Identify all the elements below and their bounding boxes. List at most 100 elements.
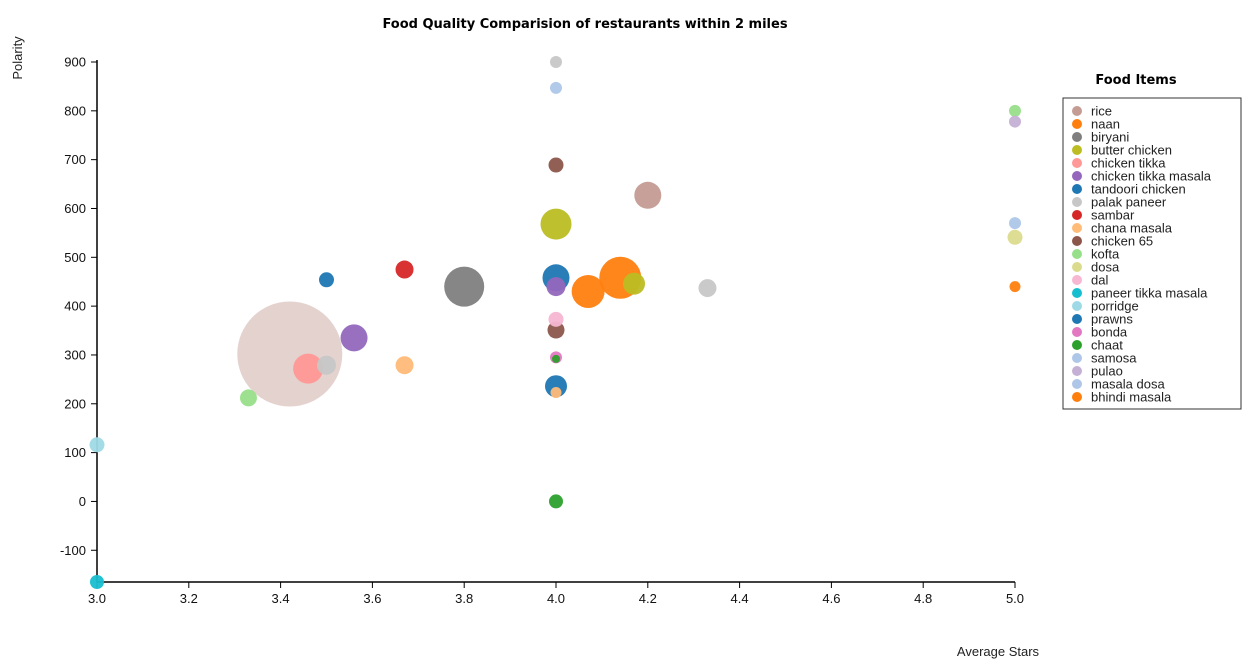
x-tick-label: 3.0 (88, 591, 106, 606)
data-point-palak-paneer[interactable] (550, 56, 562, 68)
legend-swatch (1072, 106, 1082, 116)
legend-swatch (1072, 262, 1082, 272)
legend-label: masala dosa (1091, 377, 1165, 392)
legend-box (1062, 97, 1242, 410)
y-tick-label: 300 (64, 347, 86, 362)
legend-swatch (1072, 327, 1082, 337)
data-point-paneer-tikka-masala[interactable] (90, 575, 104, 589)
y-tick-label: 800 (64, 103, 86, 118)
legend-label: bonda (1091, 325, 1128, 340)
legend-swatch (1072, 171, 1082, 181)
data-point-tandoori-chicken[interactable] (545, 375, 567, 398)
chart-title: Food Quality Comparision of restaurants … (382, 17, 787, 32)
data-point-chicken-tikka-masala[interactable] (340, 324, 368, 352)
data-point-chaat[interactable] (552, 354, 560, 363)
legend-label: palak paneer (1091, 195, 1167, 210)
y-tick-label: 900 (64, 55, 86, 70)
data-point-chicken-65[interactable] (548, 157, 564, 173)
data-point-chaat[interactable] (549, 494, 563, 509)
legend-label: chicken tikka (1091, 156, 1166, 171)
data-point-naan[interactable] (1009, 281, 1021, 293)
legend-label: bhindi masala (1091, 390, 1172, 405)
legend-swatch (1072, 340, 1082, 350)
data-point-rice[interactable] (634, 181, 662, 209)
legend-label: kofta (1091, 247, 1120, 262)
legend-label: dal (1091, 273, 1108, 288)
y-axis-label: Polarity (10, 36, 25, 80)
x-tick-label: 4.2 (639, 591, 657, 606)
legend-label: sambar (1091, 208, 1135, 223)
legend-swatch (1072, 210, 1082, 220)
data-point-kofta[interactable] (239, 389, 257, 407)
legend-title: Food Items (1095, 73, 1176, 88)
y-tick-label: 200 (64, 396, 86, 411)
data-point-sambar[interactable] (395, 260, 414, 279)
legend-swatch (1072, 184, 1082, 194)
data-point-palak-paneer[interactable] (317, 355, 336, 375)
legend-swatch (1072, 223, 1082, 233)
data-point-kofta[interactable] (1009, 104, 1021, 117)
y-tick-label: 400 (64, 299, 86, 314)
legend-label: butter chicken (1091, 143, 1172, 158)
legend-swatch (1072, 275, 1082, 285)
legend-swatch (1072, 145, 1082, 155)
legend-swatch (1072, 353, 1082, 363)
legend-label: porridge (1091, 299, 1139, 314)
data-point-tandoori-chicken[interactable] (319, 272, 334, 288)
legend-swatch (1072, 379, 1082, 389)
legend-label: rice (1091, 104, 1112, 119)
data-point-chicken-tikka-masala[interactable] (546, 277, 566, 297)
data-point-chicken-tikka[interactable] (293, 353, 324, 384)
y-tick-label: 700 (64, 152, 86, 167)
data-point-palak-paneer[interactable] (698, 279, 717, 298)
data-point-butter-chicken[interactable] (623, 272, 646, 295)
legend-label: dosa (1091, 260, 1120, 275)
data-point-rice[interactable] (237, 301, 343, 407)
legend-swatch (1072, 132, 1082, 142)
x-tick-label: 3.8 (455, 591, 473, 606)
y-tick-label: -100 (60, 543, 86, 558)
data-point-biryani[interactable] (444, 266, 485, 307)
legend-swatch (1072, 197, 1082, 207)
data-point-dal[interactable] (548, 311, 564, 327)
legend-label: chaat (1091, 338, 1123, 353)
data-point-masala-dosa[interactable] (1009, 217, 1021, 230)
y-tick-label: 600 (64, 201, 86, 216)
y-tick-label: 500 (64, 250, 86, 265)
data-point-chana-masala[interactable] (395, 356, 414, 375)
legend-label: paneer tikka masala (1091, 286, 1208, 301)
legend-label: prawns (1091, 312, 1133, 327)
legend-swatch (1072, 236, 1082, 246)
data-point-butter-chicken[interactable] (540, 208, 572, 240)
y-tick-label: 100 (64, 445, 86, 460)
legend-swatch (1072, 301, 1082, 311)
y-tick-label: 0 (79, 494, 86, 509)
legend-label: chicken 65 (1091, 234, 1153, 249)
legend-swatch (1072, 314, 1082, 324)
data-point-naan[interactable] (571, 274, 605, 308)
data-point-chana-masala[interactable] (550, 387, 562, 399)
legend-label: chana masala (1091, 221, 1173, 236)
data-point-dosa[interactable] (1007, 229, 1023, 245)
legend-swatch (1072, 288, 1082, 298)
x-tick-label: 3.6 (363, 591, 381, 606)
data-point-porridge[interactable] (89, 437, 105, 453)
data-point-chicken-65[interactable] (547, 321, 565, 339)
x-tick-label: 4.4 (731, 591, 749, 606)
x-tick-label: 3.4 (272, 591, 290, 606)
x-tick-label: 4.8 (914, 591, 932, 606)
legend-label: naan (1091, 117, 1120, 132)
legend-label: chicken tikka masala (1091, 169, 1212, 184)
legend-swatch (1072, 249, 1082, 259)
x-tick-label: 3.2 (180, 591, 198, 606)
x-tick-label: 4.6 (822, 591, 840, 606)
legend-swatch (1072, 366, 1082, 376)
legend-swatch (1072, 158, 1082, 168)
data-point-masala-dosa[interactable] (550, 81, 562, 94)
data-point-pulao[interactable] (1009, 115, 1021, 128)
legend-label: tandoori chicken (1091, 182, 1186, 197)
legend-label: pulao (1091, 364, 1123, 379)
